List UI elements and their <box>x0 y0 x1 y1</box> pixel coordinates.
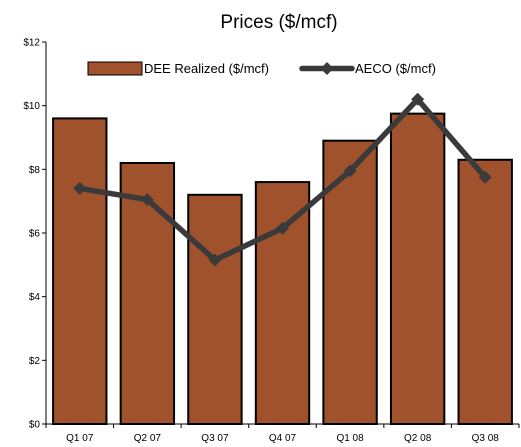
aeco-marker-q4-07 <box>276 221 289 235</box>
y-tick-label: $0 <box>29 420 41 431</box>
aeco-marker-q3-07 <box>208 253 222 267</box>
legend-label-dee-realized: DEE Realized ($/mcf) <box>144 61 269 76</box>
x-tick-label: Q4 07 <box>269 433 297 444</box>
x-tick-label: Q2 08 <box>404 433 432 444</box>
legend-swatch-dee-realized <box>87 61 143 76</box>
bar-q3-07 <box>187 193 243 425</box>
x-tick-label: Q3 07 <box>201 433 229 444</box>
aeco-marker-q2-07 <box>140 193 154 207</box>
plot-area <box>52 92 513 426</box>
bar-q3-08 <box>457 158 513 425</box>
y-tick-label: $4 <box>29 292 41 303</box>
aeco-marker-q1-08 <box>343 164 357 178</box>
y-tick-label: $8 <box>29 165 41 176</box>
chart-title: Prices ($/mcf) <box>220 12 337 33</box>
bar-q2-08 <box>389 112 446 426</box>
bar-q1-07 <box>52 117 108 426</box>
aeco-marker-q1-07 <box>73 181 87 195</box>
x-tick-label: Q1 07 <box>66 433 94 444</box>
y-tick-label: $12 <box>23 38 40 49</box>
y-tick-label: $2 <box>29 356 41 367</box>
legend-label-aeco: AECO ($/mcf) <box>355 61 436 76</box>
bar-q2-07 <box>119 161 176 425</box>
axes: $0 $2 $4 $6 $8 $10 $12 Q1 07 Q2 07 Q3 07 Q4 07 Q1 0… <box>23 38 520 444</box>
x-tick-label: Q2 07 <box>134 433 162 444</box>
x-tick-label: Q3 08 <box>472 433 500 444</box>
x-tick-label: Q1 08 <box>336 433 364 444</box>
y-tick-label: $10 <box>23 101 40 112</box>
bar-q4-07 <box>254 181 311 425</box>
y-tick-label: $6 <box>29 229 41 240</box>
aeco-marker-q3-08 <box>478 170 492 184</box>
aeco-marker-q2-08 <box>411 92 425 106</box>
legend-swatch-aeco-marker <box>320 62 334 75</box>
legend: DEE Realized ($/mcf) AECO ($/mcf) <box>87 61 436 76</box>
